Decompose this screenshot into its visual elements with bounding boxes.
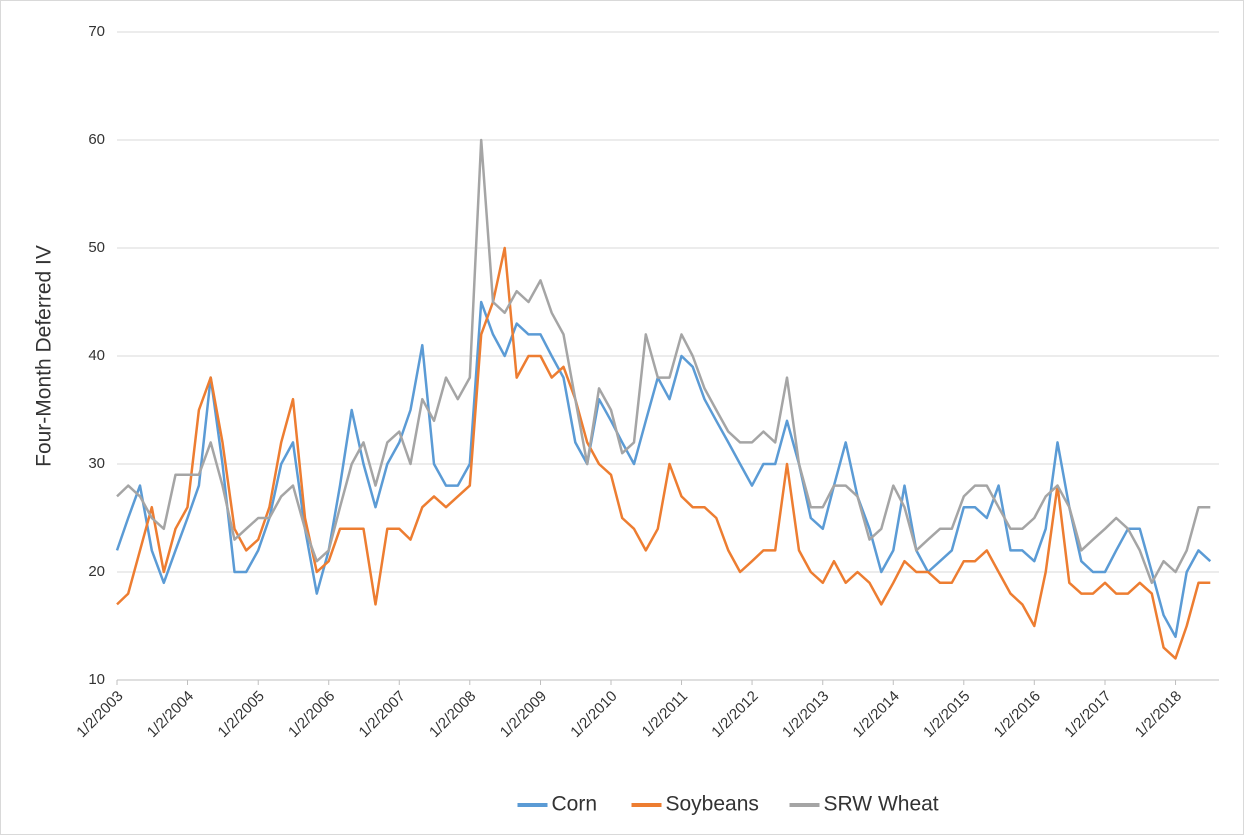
series-line [116,246,1211,660]
series-line [115,300,1212,639]
y-tick-label: 10 [88,671,105,688]
legend-label: SRW Wheat [824,793,939,816]
y-tick-label: 50 [88,239,105,256]
y-tick-label: 70 [88,23,105,40]
y-tick-label: 60 [88,131,105,148]
y-tick-label: 20 [88,563,105,580]
y-tick-label: 40 [88,347,105,364]
legend-label: Corn [552,793,598,816]
y-tick-label: 30 [88,455,105,472]
legend-label: Soybeans [666,793,759,816]
series-line [116,138,1211,585]
y-axis-title: Four-Month Deferred IV [33,245,56,467]
